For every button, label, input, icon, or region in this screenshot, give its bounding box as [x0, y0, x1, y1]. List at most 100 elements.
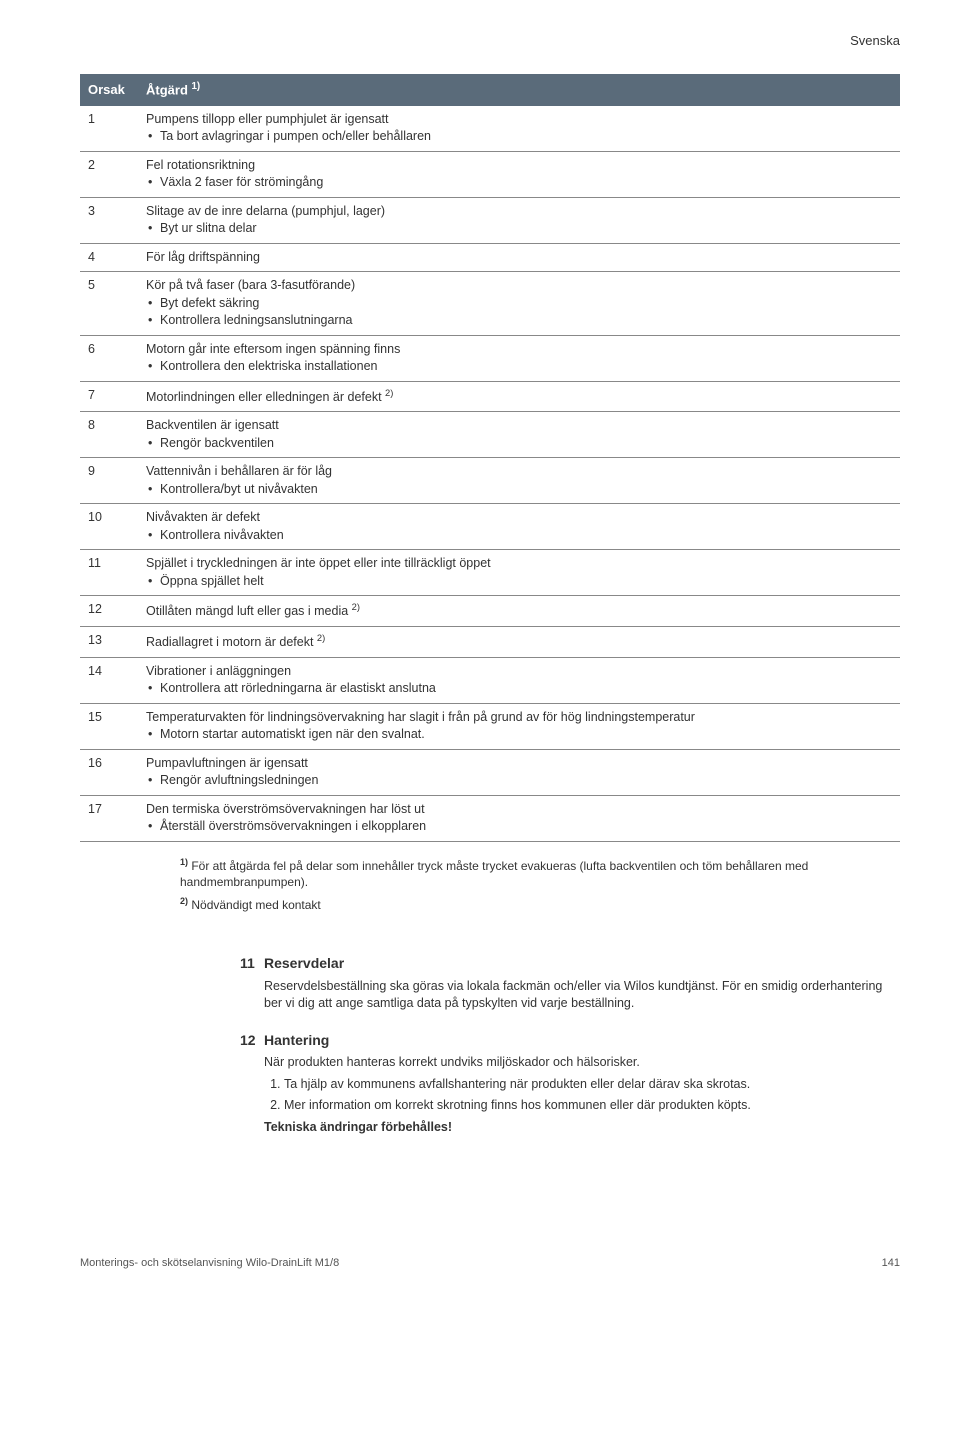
row-text: Otillåten mängd luft eller gas i media 2…	[146, 601, 892, 621]
section-11-title: Reservdelar	[264, 955, 344, 971]
row-content: Otillåten mängd luft eller gas i media 2…	[138, 596, 900, 627]
row-content: Pumpavluftningen är igensattRengör avluf…	[138, 749, 900, 795]
table-row: 13 Radiallagret i motorn är defekt 2)	[80, 627, 900, 658]
page-root: Svenska Orsak Åtgärd 1) 1 Pumpens tillopp…	[0, 0, 960, 1312]
row-bullet: Motorn startar automatiskt igen när den …	[146, 726, 892, 744]
section-12-item-2: Mer information om korrekt skrotning fin…	[284, 1097, 900, 1115]
row-content: Motorn går inte eftersom ingen spänning …	[138, 335, 900, 381]
th-atgard: Åtgärd 1)	[138, 74, 900, 106]
row-content: Nivåvakten är defektKontrollera nivåvakt…	[138, 504, 900, 550]
table-row: 7Motorlindningen eller elledningen är de…	[80, 381, 900, 412]
row-text: Temperaturvakten för lindningsövervaknin…	[146, 709, 892, 727]
row-text: För låg driftspänning	[146, 249, 892, 267]
section-12-item-1: Ta hjälp av kommunens avfallshantering n…	[284, 1076, 900, 1094]
row-bullet: Kontrollera att rörledningarna är elasti…	[146, 680, 892, 698]
th-orsak: Orsak	[80, 74, 138, 106]
row-text: Den termiska överströmsövervakningen har…	[146, 801, 892, 819]
table-row: 15 Temperaturvakten för lindningsövervakn…	[80, 703, 900, 749]
row-number: 2	[80, 151, 138, 197]
row-content: Kör på två faser (bara 3-fasutförande)By…	[138, 272, 900, 336]
row-number: 1	[80, 106, 138, 152]
footer-right: 141	[882, 1256, 900, 1271]
row-sup: 2)	[317, 633, 325, 643]
row-number: 5	[80, 272, 138, 336]
table-row: 5Kör på två faser (bara 3-fasutförande)B…	[80, 272, 900, 336]
section-12-list: Ta hjälp av kommunens avfallshantering n…	[264, 1076, 900, 1115]
row-number: 16	[80, 749, 138, 795]
table-row: 17 Den termiska överströmsövervakningen h…	[80, 795, 900, 841]
th-atgard-text: Åtgärd	[146, 83, 192, 98]
row-text: Vattennivån i behållaren är för låg	[146, 463, 892, 481]
row-content: För låg driftspänning	[138, 243, 900, 272]
row-bullet: Kontrollera/byt ut nivåvakten	[146, 481, 892, 499]
table-row: 11 Spjället i tryckledningen är inte öppe…	[80, 550, 900, 596]
row-content: Den termiska överströmsövervakningen har…	[138, 795, 900, 841]
row-text: Nivåvakten är defekt	[146, 509, 892, 527]
section-12-body: När produkten hanteras korrekt undviks m…	[264, 1054, 900, 1072]
row-content: Temperaturvakten för lindningsövervaknin…	[138, 703, 900, 749]
table-row: 16Pumpavluftningen är igensattRengör avl…	[80, 749, 900, 795]
row-text: Backventilen är igensatt	[146, 417, 892, 435]
row-number: 12	[80, 596, 138, 627]
row-content: Vibrationer i anläggningenKontrollera at…	[138, 657, 900, 703]
row-bullet: Kontrollera den elektriska installatione…	[146, 358, 892, 376]
row-number: 7	[80, 381, 138, 412]
footnote-1-text: För att åtgärda fel på delar som innehål…	[180, 859, 808, 890]
row-bullet: Rengör avluftningsledningen	[146, 772, 892, 790]
row-bullet: Öppna spjället helt	[146, 573, 892, 591]
row-bullet: Ta bort avlagringar i pumpen och/eller b…	[146, 128, 892, 146]
table-row: 12 Otillåten mängd luft eller gas i media…	[80, 596, 900, 627]
row-sup: 2)	[352, 602, 360, 612]
row-content: Spjället i tryckledningen är inte öppet …	[138, 550, 900, 596]
footnotes: 1) För att åtgärda fel på delar som inne…	[80, 856, 900, 914]
row-text: Radiallagret i motorn är defekt 2)	[146, 632, 892, 652]
footnote-2-text: Nödvändigt med kontakt	[188, 898, 321, 912]
section-11-body: Reservdelsbeställning ska göras via loka…	[264, 978, 900, 1013]
row-text: Spjället i tryckledningen är inte öppet …	[146, 555, 892, 573]
row-text: Pumpavluftningen är igensatt	[146, 755, 892, 773]
row-content: Motorlindningen eller elledningen är def…	[138, 381, 900, 412]
section-11-num: 11	[240, 954, 264, 974]
footnote-1: 1) För att åtgärda fel på delar som inne…	[180, 856, 900, 892]
table-row: 2Fel rotationsriktningVäxla 2 faser för …	[80, 151, 900, 197]
row-number: 11	[80, 550, 138, 596]
row-bullet: Byt defekt säkring	[146, 295, 892, 313]
row-bullet: Återställ överströmsövervakningen i elko…	[146, 818, 892, 836]
row-text: Motorn går inte eftersom ingen spänning …	[146, 341, 892, 359]
row-content: Vattennivån i behållaren är för lågKontr…	[138, 458, 900, 504]
row-text: Pumpens tillopp eller pumphjulet är igen…	[146, 111, 892, 129]
row-number: 9	[80, 458, 138, 504]
row-number: 10	[80, 504, 138, 550]
table-row: 4 För låg driftspänning	[80, 243, 900, 272]
row-bullet: Kontrollera nivåvakten	[146, 527, 892, 545]
table-row: 3Slitage av de inre delarna (pumphjul, l…	[80, 197, 900, 243]
row-content: Slitage av de inre delarna (pumphjul, la…	[138, 197, 900, 243]
footnote-2-sup: 2)	[180, 896, 188, 906]
row-text: Kör på två faser (bara 3-fasutförande)	[146, 277, 892, 295]
row-number: 13	[80, 627, 138, 658]
row-bullet: Byt ur slitna delar	[146, 220, 892, 238]
table-row: 10Nivåvakten är defektKontrollera nivåva…	[80, 504, 900, 550]
th-atgard-sup: 1)	[192, 81, 201, 92]
section-12-title: Hantering	[264, 1032, 329, 1048]
page-footer: Monterings- och skötselanvisning Wilo-Dr…	[80, 1256, 900, 1271]
row-number: 15	[80, 703, 138, 749]
row-number: 17	[80, 795, 138, 841]
row-bullet: Växla 2 faser för strömingång	[146, 174, 892, 192]
footnote-1-sup: 1)	[180, 857, 188, 867]
row-text: Slitage av de inre delarna (pumphjul, la…	[146, 203, 892, 221]
section-12-heading: 12Hantering	[240, 1031, 900, 1051]
causes-table: Orsak Åtgärd 1) 1 Pumpens tillopp eller p…	[80, 74, 900, 841]
row-content: Radiallagret i motorn är defekt 2)	[138, 627, 900, 658]
row-number: 6	[80, 335, 138, 381]
row-text: Vibrationer i anläggningen	[146, 663, 892, 681]
footnote-2: 2) Nödvändigt med kontakt	[180, 895, 900, 914]
sections: 11Reservdelar Reservdelsbeställning ska …	[80, 954, 900, 1136]
row-content: Backventilen är igensattRengör backventi…	[138, 412, 900, 458]
table-row: 8Backventilen är igensattRengör backvent…	[80, 412, 900, 458]
language-label: Svenska	[80, 32, 900, 50]
row-content: Fel rotationsriktningVäxla 2 faser för s…	[138, 151, 900, 197]
row-number: 4	[80, 243, 138, 272]
table-row: 1 Pumpens tillopp eller pumphjulet är ige…	[80, 106, 900, 152]
table-row: 14Vibrationer i anläggningenKontrollera …	[80, 657, 900, 703]
